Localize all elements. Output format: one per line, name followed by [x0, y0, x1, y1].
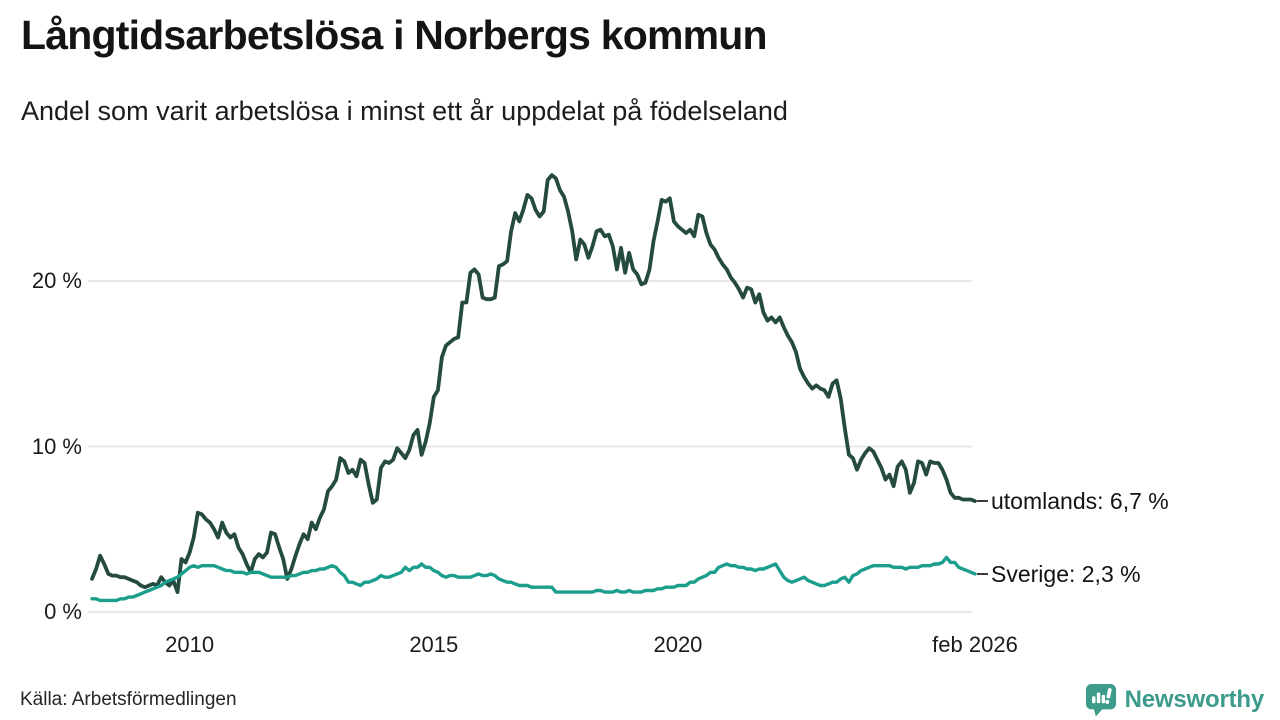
- x-axis-tick-label: 2020: [653, 632, 703, 657]
- x-axis-tick-label: 2015: [409, 632, 459, 657]
- gridlines: [88, 280, 972, 613]
- source-note: Källa: Arbetsförmedlingen: [20, 689, 237, 710]
- legend-utomlands: utomlands: 6,7 %: [977, 487, 1169, 515]
- legend-dash-icon: [977, 572, 988, 575]
- x-axis-tick-label: 2010: [165, 632, 215, 657]
- newsworthy-icon: [1085, 684, 1116, 717]
- y-axis-tick-label: 0 %: [44, 599, 82, 624]
- page-title: Långtidsarbetslösa i Norbergs kommun: [21, 12, 768, 58]
- utomlands-line: [90, 173, 977, 594]
- legend-sverige: Sverige: 2,3 %: [977, 560, 1141, 588]
- y-axis-tick-label: 20 %: [31, 268, 82, 293]
- sverige-line: [90, 555, 977, 603]
- chart-subtitle: Andel som varit arbetslösa i minst ett å…: [21, 96, 788, 126]
- chart-series: [90, 173, 977, 603]
- legend-utomlands-label: utomlands: 6,7 %: [991, 488, 1169, 515]
- y-axis-tick-label: 10 %: [31, 433, 82, 459]
- newsworthy-wordmark: Newsworthy: [1124, 686, 1265, 713]
- legend-sverige-label: Sverige: 2,3 %: [991, 560, 1141, 587]
- x-axis-tick-label: feb 2026: [932, 632, 1018, 657]
- newsworthy-logo[interactable]: Newsworthy: [1085, 683, 1264, 717]
- legend-dash-icon: [977, 500, 988, 503]
